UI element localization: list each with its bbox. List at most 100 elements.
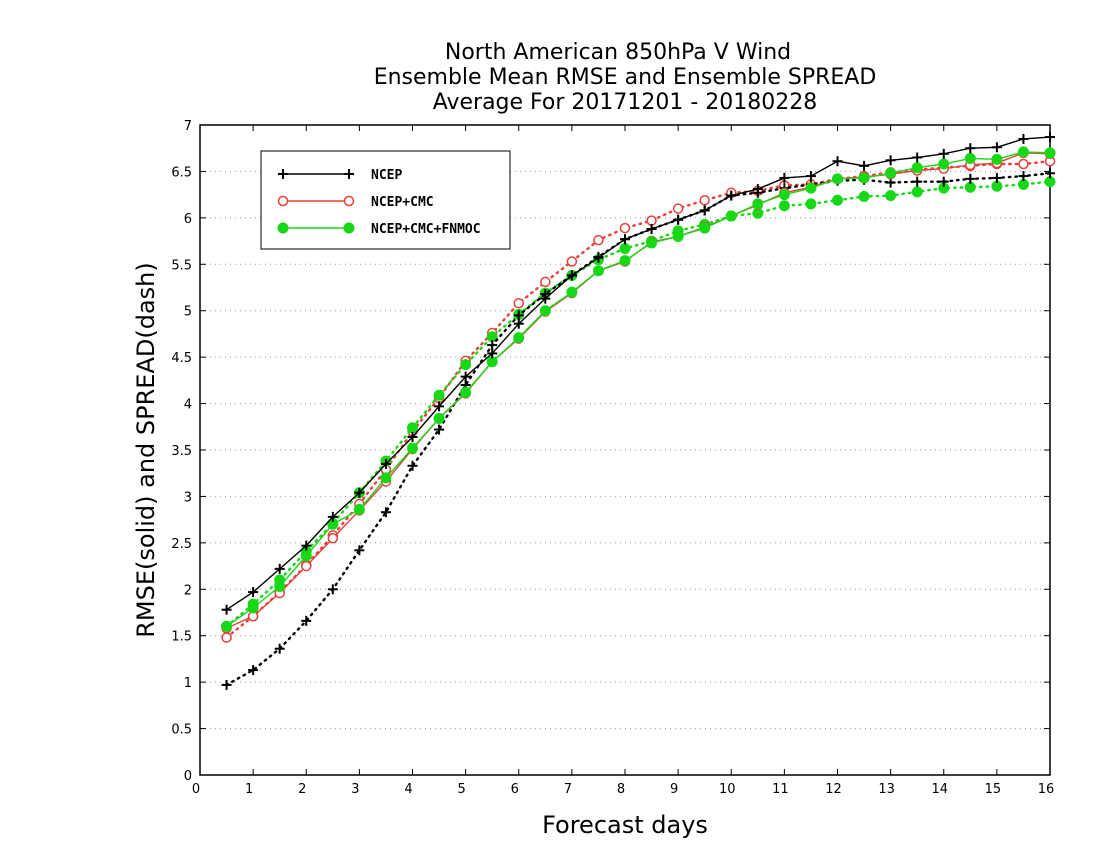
x-tick-label: 14 — [931, 782, 948, 797]
ncep-rmse-point — [646, 224, 657, 234]
ncep-cmc-spread-point — [646, 215, 657, 226]
ncep-spread-point — [1018, 171, 1029, 182]
y-tick-label: 0.5 — [171, 723, 192, 738]
ncep-cmc-fnmoc-rmse-point — [858, 172, 870, 184]
ncep-rmse-point — [752, 184, 763, 195]
ncep-rmse-point — [248, 587, 259, 598]
ncep-cmc-rmse-point — [301, 560, 312, 572]
x-axis-label: Forecast days — [542, 811, 708, 839]
ncep-cmc-fnmoc-rmse-point — [433, 412, 445, 424]
ncep-cmc-fnmoc-rmse-point — [832, 173, 843, 185]
legend-marker — [343, 195, 355, 207]
ncep-spread-point — [912, 176, 923, 187]
y-tick-label: 2 — [184, 583, 192, 598]
ncep-cmc-fnmoc-rmse-point — [1044, 147, 1056, 159]
ncep-cmc-fnmoc-rmse-point — [725, 210, 737, 222]
ncep-spread-point — [1045, 168, 1055, 179]
ncep-spread-point — [407, 460, 418, 471]
ncep-rmse-point — [832, 156, 843, 167]
ncep-rmse-point — [805, 171, 816, 182]
ncep-spread-point — [938, 176, 949, 187]
ncep-cmc-fnmoc-rmse-point — [646, 237, 658, 249]
ncep-cmc-fnmoc-spread-point — [885, 190, 897, 202]
x-tick-label: 0 — [192, 782, 200, 797]
ncep-cmc-fnmoc-rmse-point — [805, 182, 817, 194]
x-tick-label: 3 — [351, 782, 359, 797]
ncep-spread-point — [248, 665, 259, 676]
x-tick-label: 16 — [1038, 782, 1055, 797]
y-tick-label: 1.5 — [171, 630, 192, 645]
ncep-spread-line — [225, 172, 1052, 687]
ncep-spread-point — [221, 679, 232, 690]
chart-title: North American 850hPa V Wind Ensemble Me… — [374, 40, 877, 115]
ncep-rmse-point — [354, 487, 365, 498]
ncep-cmc-fnmoc-rmse-point — [274, 581, 286, 592]
legend-marker — [278, 169, 288, 179]
ncep-spread-point — [434, 424, 445, 435]
ncep-cmc-spread-point — [593, 234, 604, 246]
ncep-spread-point — [513, 310, 524, 321]
x-tick-label: 9 — [670, 782, 678, 797]
ncep-rmse-point — [1045, 132, 1055, 143]
ncep-cmc-fnmoc-rmse-point — [566, 286, 578, 298]
ncep-cmc-fnmoc-rmse-point — [592, 265, 604, 277]
legend-marker — [343, 222, 355, 234]
y-axis-label: RMSE(solid) and SPREAD(dash) — [132, 262, 160, 638]
ncep-rmse-point — [513, 318, 524, 329]
ncep-cmc-fnmoc-rmse-point — [513, 332, 525, 344]
y-tick-label: 4 — [184, 398, 192, 413]
ncep-cmc-spread-point — [221, 632, 232, 643]
ncep-rmse-point — [407, 432, 418, 442]
ncep-rmse-point — [859, 160, 870, 171]
ncep-rmse-point — [885, 155, 896, 166]
legend-marker — [277, 195, 289, 207]
ncep-cmc-fnmoc-spread-point — [858, 191, 870, 202]
ncep-cmc-fnmoc-rmse-point — [699, 222, 711, 234]
ncep-cmc-fnmoc-rmse-point — [353, 503, 365, 515]
y-tick-label: 3.5 — [171, 444, 192, 459]
ncep-cmc-fnmoc-spread-point — [619, 243, 631, 254]
ncep-cmc-fnmoc-rmse-point — [964, 152, 976, 164]
ncep-cmc-fnmoc-rmse — [221, 146, 1056, 632]
ncep-spread-point — [487, 340, 498, 351]
ncep-rmse-point — [1018, 133, 1029, 144]
ncep-rmse-point — [566, 270, 577, 281]
ncep-cmc-spread-point — [672, 203, 684, 214]
ncep-rmse-point — [274, 563, 285, 574]
ncep-cmc-rmse-point — [327, 532, 339, 544]
ncep-rmse-point — [673, 214, 684, 225]
title-line-2: Ensemble Mean RMSE and Ensemble SPREAD — [374, 65, 877, 90]
ncep-cmc-fnmoc-rmse-point — [885, 167, 897, 179]
legend-label: NCEP+CMC+FNMOC — [371, 222, 481, 237]
ncep-rmse-point — [726, 190, 737, 201]
grid — [200, 170, 1050, 730]
x-tick-label: 13 — [878, 782, 895, 797]
ncep-cmc-fnmoc-rmse-point — [247, 602, 259, 614]
ncep-rmse-point — [434, 401, 445, 412]
ncep-cmc-spread-point — [540, 276, 551, 288]
ncep-cmc-fnmoc-rmse-point — [778, 189, 790, 201]
ncep-rmse — [221, 132, 1055, 615]
ncep-spread-point — [354, 545, 365, 556]
y-tick-label: 3 — [184, 490, 192, 505]
ncep-cmc-fnmoc-rmse-point — [911, 162, 923, 174]
ncep-cmc-fnmoc-spread-point — [778, 200, 790, 212]
ncep-cmc-fnmoc-rmse-point — [380, 472, 392, 484]
ncep-cmc-fnmoc-spread-point — [832, 194, 843, 206]
x-tick-label: 1 — [245, 782, 253, 797]
ncep-spread-point — [327, 584, 338, 595]
ncep-rmse-point — [779, 172, 790, 183]
ncep-cmc-spread-point — [513, 298, 524, 309]
x-tick-label: 15 — [985, 782, 1002, 797]
y-tick-label: 1 — [184, 676, 192, 691]
legend-label: NCEP+CMC — [371, 195, 434, 210]
x-tick-label: 6 — [511, 782, 519, 797]
ncep-rmse-point — [487, 348, 498, 359]
ncep-cmc-fnmoc-spread-point — [407, 422, 418, 434]
y-tick-label: 5 — [184, 305, 192, 320]
ncep-cmc-spread-point — [619, 222, 631, 234]
legend-box — [260, 150, 511, 250]
ncep-rmse-point — [593, 252, 604, 263]
ncep-rmse-point — [327, 511, 338, 522]
